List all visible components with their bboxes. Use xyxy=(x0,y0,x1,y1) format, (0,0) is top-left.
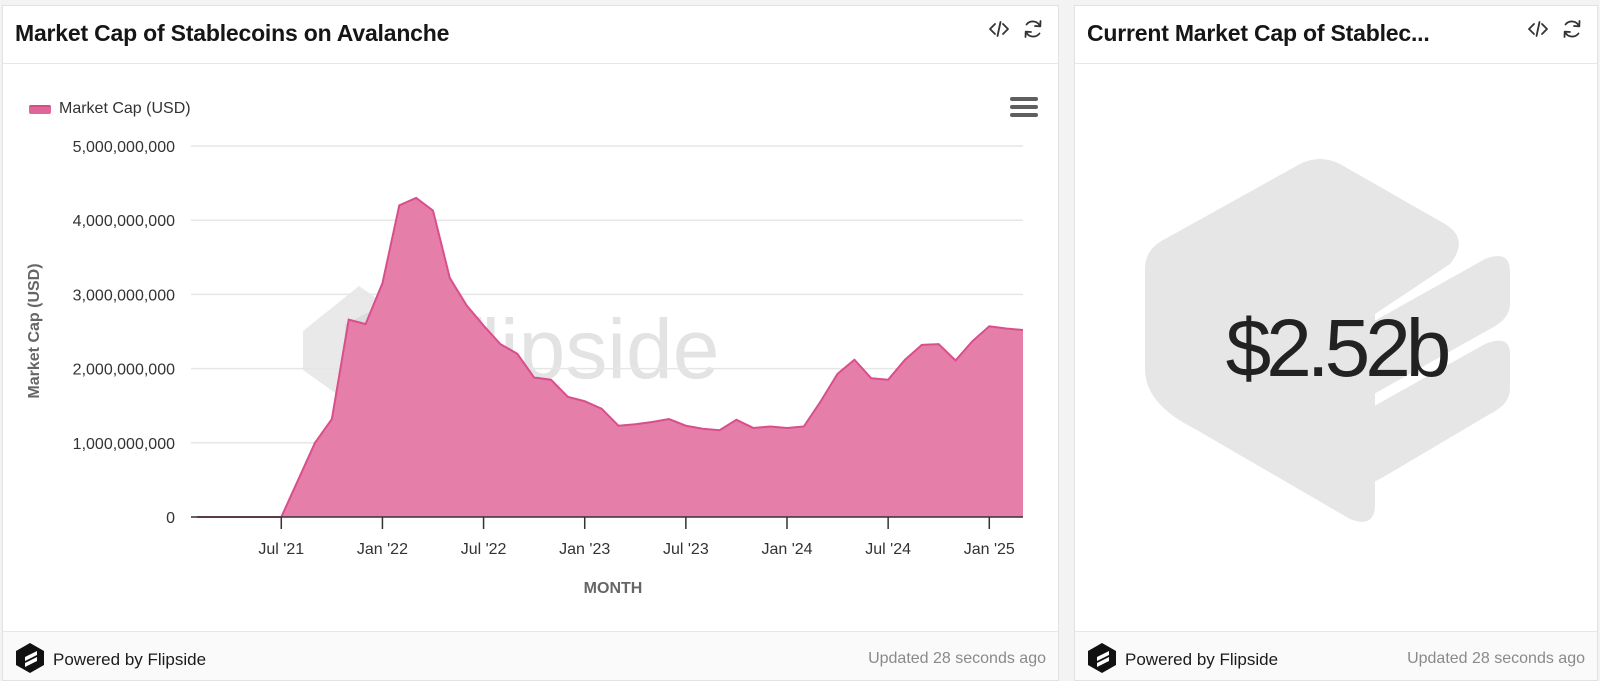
flipside-logo-icon xyxy=(16,643,44,673)
y-axis-label: Market Cap (USD) xyxy=(26,263,43,398)
y-tick-label: 3,000,000,000 xyxy=(73,287,175,304)
x-tick-label: Jan '22 xyxy=(357,541,408,558)
y-tick-label: 4,000,000,000 xyxy=(73,213,175,230)
flipside-watermark xyxy=(1145,159,1510,522)
panel-title: Current Market Cap of Stablec... xyxy=(1087,20,1430,46)
x-tick-label: Jan '25 xyxy=(964,541,1015,558)
updated-timestamp: Updated 28 seconds ago xyxy=(868,650,1046,667)
area-chart: flipside 01,000,000,0002,000,000,0003,00… xyxy=(26,139,1024,597)
panel-footer: Powered by Flipside Updated 28 seconds a… xyxy=(3,631,1058,680)
code-icon[interactable] xyxy=(988,18,1010,40)
current-market-cap-panel: Current Market Cap of Stablec... $2.52b xyxy=(1074,5,1598,681)
x-tick-label: Jan '24 xyxy=(761,541,812,558)
panel-header: Market Cap of Stablecoins on Avalanche xyxy=(3,6,1058,64)
powered-by-link[interactable]: Powered by Flipside xyxy=(53,650,207,669)
legend-swatch xyxy=(29,104,51,114)
refresh-icon[interactable] xyxy=(1022,18,1044,40)
chart-legend[interactable]: Market Cap (USD) xyxy=(29,100,191,118)
x-tick-label: Jul '24 xyxy=(865,541,911,558)
x-tick-label: Jan '23 xyxy=(559,541,610,558)
y-tick-label: 5,000,000,000 xyxy=(73,139,175,156)
panel-header: Current Market Cap of Stablec... xyxy=(1075,6,1597,64)
series-area[interactable] xyxy=(197,197,1023,517)
market-cap-chart-panel: Market Cap of Stablecoins on Avalanche f… xyxy=(2,5,1059,681)
hamburger-menu-icon[interactable] xyxy=(1010,97,1038,121)
code-icon[interactable] xyxy=(1527,18,1549,40)
x-tick-label: Jul '22 xyxy=(461,541,507,558)
updated-timestamp: Updated 28 seconds ago xyxy=(1407,650,1585,667)
y-tick-label: 2,000,000,000 xyxy=(73,362,175,379)
powered-by-link[interactable]: Powered by Flipside xyxy=(1125,650,1279,669)
x-tick-label: Jul '21 xyxy=(258,541,304,558)
panel-title: Market Cap of Stablecoins on Avalanche xyxy=(15,20,450,46)
y-tick-label: 1,000,000,000 xyxy=(73,436,175,453)
y-tick-label: 0 xyxy=(166,510,175,527)
x-tick-label: Jul '23 xyxy=(663,541,709,558)
x-axis-label: MONTH xyxy=(584,580,643,597)
refresh-icon[interactable] xyxy=(1561,18,1583,40)
flipside-logo-icon xyxy=(1088,643,1116,673)
legend-label: Market Cap (USD) xyxy=(59,100,191,117)
series-line[interactable] xyxy=(197,196,1024,518)
kpi-value: $2.52b xyxy=(1225,303,1452,394)
panel-footer: Powered by Flipside Updated 28 seconds a… xyxy=(1075,631,1597,680)
